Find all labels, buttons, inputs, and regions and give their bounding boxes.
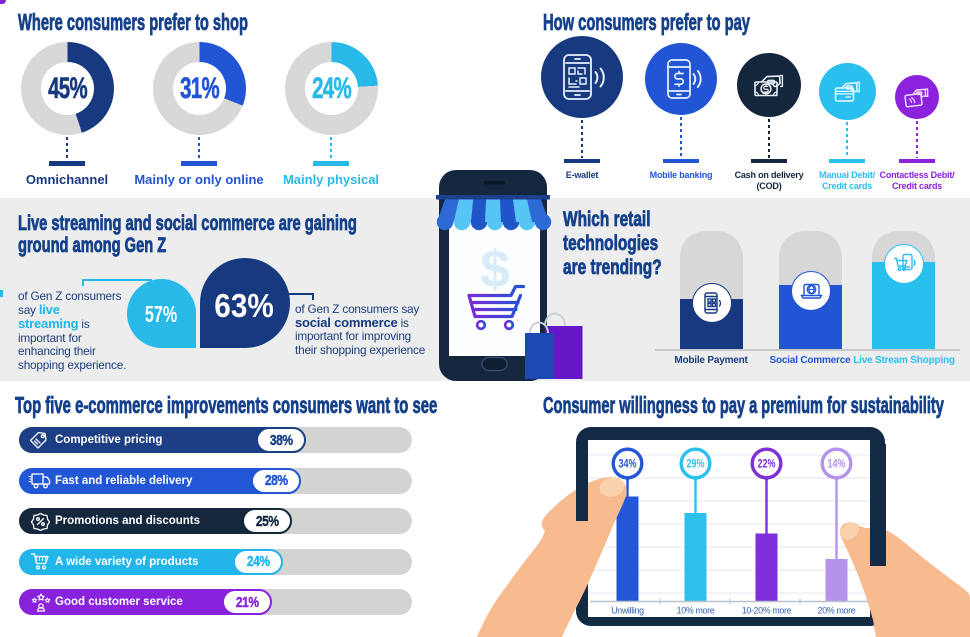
svg-text:14%: 14% bbox=[828, 459, 846, 471]
svg-text:34%: 34% bbox=[619, 459, 637, 471]
svg-text:10-20% more: 10-20% more bbox=[742, 606, 792, 616]
svg-text:10% more: 10% more bbox=[677, 606, 715, 616]
svg-text:$: $ bbox=[480, 240, 509, 299]
svg-text:20% more: 20% more bbox=[818, 606, 856, 616]
svg-text:22%: 22% bbox=[758, 459, 776, 471]
svg-text:29%: 29% bbox=[687, 459, 705, 471]
svg-text:Unwilling: Unwilling bbox=[611, 606, 644, 616]
